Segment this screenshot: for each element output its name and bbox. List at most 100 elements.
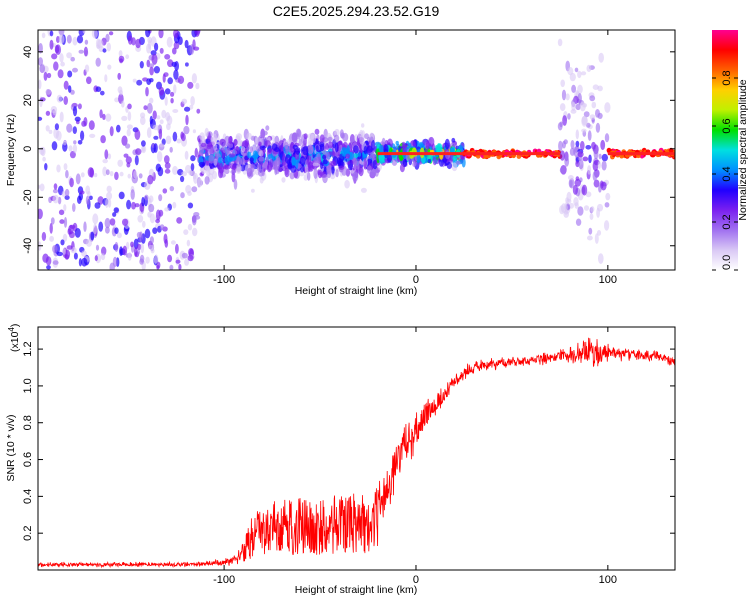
heatmap-cell	[125, 156, 132, 164]
heatmap-cell	[122, 245, 128, 256]
heatmap-cell	[566, 191, 572, 202]
heatmap-cell	[125, 54, 130, 59]
heatmap-cell	[102, 113, 106, 120]
heatmap-cell	[136, 243, 142, 251]
heatmap-cell	[39, 97, 46, 102]
heatmap-cell	[571, 84, 576, 93]
heatmap-cell	[444, 138, 450, 150]
heatmap-cell	[134, 155, 139, 166]
heatmap-cell	[580, 71, 587, 76]
heatmap-cell	[582, 156, 589, 162]
heatmap-cell	[183, 229, 189, 236]
heatmap-cell	[601, 153, 608, 162]
heatmap-cell	[105, 33, 110, 43]
heatmap-cell	[451, 137, 456, 143]
heatmap-cell	[217, 157, 223, 164]
heatmap-cell	[592, 84, 599, 90]
heatmap-cell	[116, 124, 121, 133]
heatmap-cell	[581, 128, 587, 133]
heatmap-cell	[598, 52, 604, 63]
heatmap-cell	[427, 158, 432, 164]
heatmap-cell	[62, 140, 67, 146]
heatmap-cell	[82, 30, 86, 34]
heatmap-cell	[114, 227, 119, 234]
heatmap-cell	[589, 114, 596, 120]
snr-series-line	[38, 337, 675, 569]
heatmap-cell	[102, 48, 107, 53]
heatmap-cell	[63, 80, 69, 90]
heatmap-cell	[411, 147, 417, 157]
heatmap-cell	[135, 38, 141, 49]
heatmap-cell	[190, 96, 195, 106]
heatmap-cell	[109, 171, 114, 177]
heatmap-cell	[144, 228, 151, 239]
heatmap-cell	[265, 156, 269, 164]
y-tick-label: 20	[22, 94, 34, 106]
heatmap-cell	[52, 188, 59, 194]
heatmap-cell	[378, 144, 384, 153]
heatmap-cell	[346, 145, 351, 155]
heatmap-cell	[169, 264, 174, 270]
heatmap-cell	[593, 179, 600, 188]
snr-x-axis-label: Height of straight line (km)	[295, 584, 418, 596]
heatmap-cell	[313, 156, 319, 163]
heatmap-cell	[38, 43, 43, 54]
heatmap-cell	[338, 165, 345, 170]
heatmap-cell	[66, 52, 72, 59]
heatmap-cell	[198, 161, 205, 168]
heatmap-cell	[78, 258, 82, 267]
heatmap-cell	[170, 240, 176, 245]
heatmap-cell	[162, 73, 166, 83]
heatmap-cell	[86, 239, 92, 247]
heatmap-cell	[354, 160, 360, 167]
heatmap-cell	[136, 79, 143, 86]
heatmap-cell	[312, 162, 319, 167]
heatmap-cell	[412, 161, 416, 167]
heatmap-cell	[235, 164, 242, 175]
heatmap-x-axis-label: Height of straight line (km)	[295, 285, 418, 297]
heatmap-cell	[405, 153, 410, 162]
heatmap-cell	[86, 76, 92, 85]
heatmap-cell	[77, 103, 82, 110]
heatmap-cell	[113, 207, 120, 214]
heatmap-cell	[90, 231, 95, 241]
heatmap-cell	[224, 155, 230, 165]
heatmap-cell	[45, 256, 52, 266]
heatmap-x-ticks: -100 0 100	[213, 30, 617, 286]
x-tick-label: -100	[213, 574, 235, 586]
heatmap-cell	[557, 122, 563, 131]
heatmap-cell	[559, 205, 565, 215]
heatmap-cell	[43, 71, 48, 81]
heatmap-cell	[224, 168, 230, 175]
heatmap-cell	[189, 104, 194, 110]
heatmap-cell	[600, 139, 606, 151]
heatmap-cell	[360, 187, 367, 193]
heatmap-cell	[127, 111, 132, 121]
heatmap-cell	[597, 112, 603, 119]
heatmap-cell	[331, 164, 335, 174]
heatmap-cell	[575, 140, 580, 148]
heatmap-cell	[173, 41, 180, 50]
heatmap-cell	[213, 143, 218, 151]
heatmap-cell	[59, 111, 64, 123]
heatmap-cell	[132, 78, 137, 83]
heatmap-cell	[119, 171, 124, 177]
heatmap-cell	[353, 153, 359, 158]
heatmap-cell	[118, 191, 125, 200]
heatmap-cell	[38, 79, 42, 90]
heatmap-cell	[54, 123, 60, 131]
heatmap-cell	[340, 132, 345, 139]
heatmap-cell	[118, 50, 123, 58]
heatmap-cell	[333, 134, 340, 143]
heatmap-cell	[335, 169, 339, 178]
heatmap-cell	[59, 219, 65, 224]
heatmap-cell	[105, 169, 110, 176]
heatmap-cell	[574, 67, 579, 73]
heatmap-cell	[267, 161, 273, 171]
heatmap-cell	[231, 171, 236, 183]
heatmap-cell	[208, 154, 215, 164]
heatmap-cell	[278, 140, 285, 148]
heatmap-cell	[230, 169, 236, 175]
heatmap-cell	[159, 47, 164, 54]
heatmap-cell	[74, 228, 81, 238]
